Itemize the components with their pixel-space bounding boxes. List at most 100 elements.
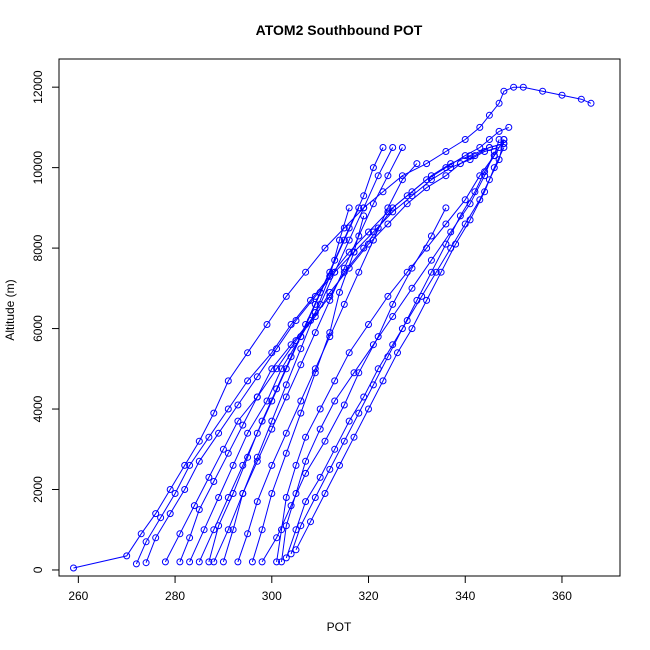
data-point (152, 510, 160, 518)
data-point (384, 204, 392, 212)
y-tick-label: 10000 (31, 151, 45, 185)
data-point (471, 188, 479, 196)
data-point (253, 498, 261, 506)
data-point (321, 244, 329, 252)
data-point (273, 365, 281, 373)
data-point (398, 325, 406, 333)
data-point (282, 381, 290, 389)
series-4 (176, 140, 508, 566)
series-line (237, 163, 418, 563)
x-tick-label: 360 (552, 589, 572, 603)
data-point (210, 409, 218, 417)
series-line (290, 139, 500, 555)
chart-title: ATOM2 Southbound POT (256, 22, 423, 38)
data-point (311, 300, 319, 308)
data-point (365, 405, 372, 413)
series-14 (292, 144, 508, 554)
series-17 (195, 204, 363, 566)
data-point (587, 99, 595, 107)
data-point (282, 554, 290, 562)
data-point (292, 461, 300, 469)
data-point (326, 268, 334, 276)
data-point (500, 144, 508, 151)
data-point (365, 228, 372, 236)
data-point (297, 361, 305, 369)
data-point (258, 526, 266, 534)
data-point (345, 349, 353, 357)
data-point (360, 244, 368, 252)
data-point (427, 256, 435, 264)
data-point (307, 296, 314, 304)
x-tick-label: 300 (262, 589, 282, 603)
data-point (495, 99, 503, 107)
data-point (282, 429, 290, 437)
data-point (461, 152, 469, 160)
data-point (331, 397, 339, 405)
data-point (181, 461, 189, 469)
data-point (481, 168, 489, 176)
series-line (208, 147, 384, 563)
data-point (244, 349, 252, 357)
data-point (132, 560, 140, 568)
data-point (369, 236, 377, 244)
data-point (181, 486, 189, 493)
data-point (485, 176, 493, 184)
data-point (224, 377, 232, 385)
data-point (263, 321, 271, 328)
data-point (282, 393, 290, 401)
series-line (145, 147, 500, 563)
data-point (321, 490, 329, 497)
data-point (369, 164, 377, 172)
series-13 (287, 136, 503, 558)
data-point (157, 514, 165, 522)
data-point (282, 522, 290, 530)
data-point (195, 558, 203, 566)
data-point (297, 397, 305, 405)
data-point (282, 449, 290, 457)
data-point (297, 345, 305, 353)
data-point (384, 353, 392, 361)
data-point (152, 534, 160, 542)
data-point (471, 152, 479, 160)
data-point (253, 373, 261, 381)
data-point (224, 405, 232, 413)
data-point (423, 176, 431, 184)
data-point (408, 192, 416, 200)
data-point (481, 188, 489, 196)
data-point (427, 268, 435, 276)
data-point (379, 144, 387, 151)
data-point (210, 478, 218, 485)
series-9 (248, 212, 368, 566)
data-point (340, 300, 348, 308)
data-point (539, 87, 547, 95)
data-point (456, 160, 464, 168)
data-point (447, 160, 455, 168)
data-point (287, 353, 295, 361)
data-point (485, 136, 493, 143)
data-point (437, 268, 445, 276)
series-line (198, 207, 360, 563)
data-point (360, 212, 368, 220)
data-point (345, 417, 353, 425)
data-point (292, 317, 300, 324)
data-point (292, 546, 300, 554)
data-point (490, 152, 498, 160)
data-point (186, 558, 194, 566)
data-point (316, 473, 324, 481)
y-axis-label: Altitude (m) (3, 279, 17, 340)
data-point (234, 558, 242, 566)
data-point (171, 490, 179, 497)
data-point (302, 469, 310, 477)
data-point (398, 144, 406, 151)
axes: 260 280 300 320 340 360 0 2000 4000 6000 8000 10000… (31, 70, 572, 603)
x-tick-label: 260 (68, 589, 88, 603)
data-point (268, 490, 276, 497)
data-point (273, 345, 281, 353)
series-0 (70, 83, 595, 572)
data-point (345, 204, 353, 212)
data-point (510, 83, 518, 91)
data-point (273, 385, 281, 393)
data-point (456, 212, 464, 220)
x-tick-label: 340 (455, 589, 475, 603)
data-point (466, 216, 474, 224)
